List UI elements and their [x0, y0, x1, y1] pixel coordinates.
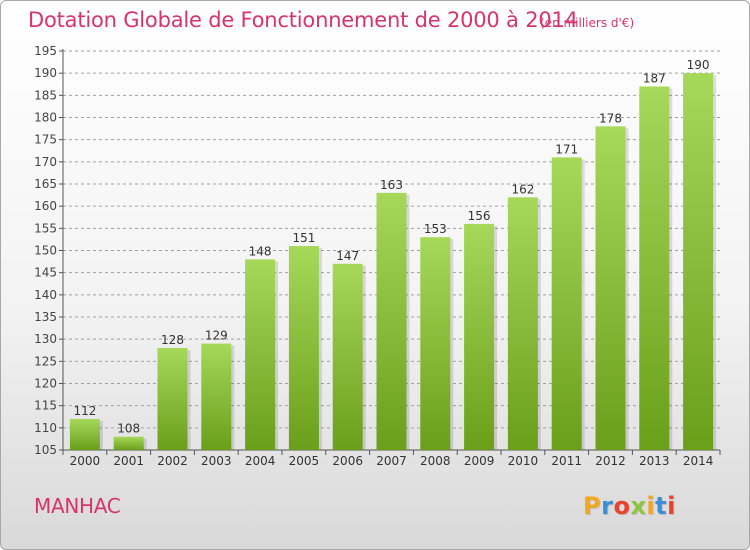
- y-tick-label: 145: [34, 266, 57, 280]
- y-tick-label: 115: [34, 399, 57, 413]
- data-label: 162: [511, 182, 534, 196]
- bar: [639, 86, 670, 450]
- x-tick-label: 2014: [683, 454, 714, 468]
- bar: [507, 197, 538, 450]
- bar: [683, 73, 714, 451]
- bar: [113, 436, 144, 450]
- x-tick-label: 2013: [639, 454, 670, 468]
- data-label: 178: [599, 111, 622, 125]
- y-tick-label: 185: [34, 88, 57, 102]
- y-tick-label: 180: [34, 111, 57, 125]
- x-tick-label: 2009: [464, 454, 495, 468]
- bar: [201, 343, 232, 450]
- x-tick-label: 2003: [201, 454, 232, 468]
- town-name: MANHAC: [34, 494, 121, 518]
- y-tick-label: 135: [34, 310, 57, 324]
- y-tick-label: 190: [34, 66, 57, 80]
- data-label: 128: [161, 333, 184, 347]
- x-tick-label: 2000: [70, 454, 101, 468]
- bar: [595, 126, 626, 450]
- y-tick-label: 105: [34, 443, 57, 457]
- data-label: 171: [555, 142, 578, 156]
- x-tick-label: 2010: [508, 454, 539, 468]
- y-tick-label: 160: [34, 199, 57, 213]
- data-label: 147: [336, 249, 359, 263]
- data-label: 148: [249, 244, 272, 258]
- bar: [376, 192, 407, 450]
- bar: [464, 223, 495, 450]
- bar: [332, 263, 363, 450]
- data-label: 151: [292, 231, 315, 245]
- chart-unit: (en milliers d'€): [540, 16, 635, 30]
- data-label: 129: [205, 329, 228, 343]
- y-tick-label: 195: [34, 44, 57, 58]
- y-tick-label: 125: [34, 354, 57, 368]
- data-label: 153: [424, 222, 447, 236]
- x-tick-label: 2008: [420, 454, 451, 468]
- x-tick-label: 2001: [113, 454, 144, 468]
- data-label: 112: [73, 404, 96, 418]
- y-tick-label: 155: [34, 221, 57, 235]
- y-tick-label: 175: [34, 133, 57, 147]
- bar: [288, 246, 319, 450]
- data-label: 187: [643, 71, 666, 85]
- y-tick-label: 120: [34, 377, 57, 391]
- y-tick-label: 170: [34, 155, 57, 169]
- x-tick-label: 2006: [332, 454, 363, 468]
- x-tick-label: 2004: [245, 454, 276, 468]
- data-label: 108: [117, 422, 140, 436]
- x-tick-label: 2011: [551, 454, 582, 468]
- proxiti-logo: Proxiti: [583, 492, 676, 520]
- data-label: 163: [380, 178, 403, 192]
- bars: [69, 73, 717, 451]
- bar: [157, 348, 188, 450]
- y-tick-label: 165: [34, 177, 57, 191]
- bar: [245, 259, 276, 450]
- bar: [69, 418, 100, 450]
- y-tick-label: 130: [34, 332, 57, 346]
- x-tick-label: 2007: [376, 454, 407, 468]
- y-tick-label: 110: [34, 421, 57, 435]
- data-label: 156: [468, 209, 491, 223]
- x-tick-label: 2005: [289, 454, 320, 468]
- bar: [420, 237, 451, 450]
- data-label: 190: [687, 58, 710, 72]
- y-tick-label: 140: [34, 288, 57, 302]
- bar: [551, 157, 582, 450]
- y-tick-label: 150: [34, 244, 57, 258]
- x-tick-label: 2002: [157, 454, 188, 468]
- chart-title: Dotation Globale de Fonctionnement de 20…: [28, 8, 578, 32]
- labels: 105 110 115 120 125 130 135 140 145 150 155 160 165 1…: [34, 44, 713, 468]
- x-tick-label: 2012: [595, 454, 626, 468]
